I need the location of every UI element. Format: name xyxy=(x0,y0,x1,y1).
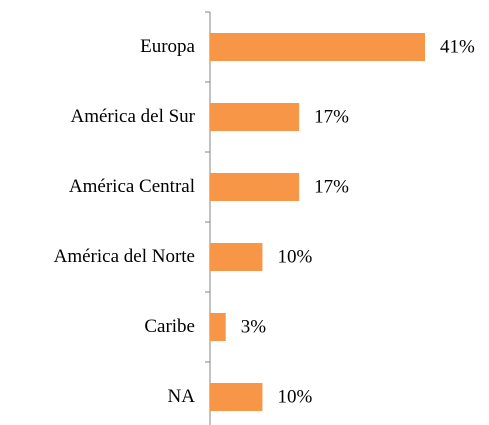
bar xyxy=(210,243,263,271)
bar xyxy=(210,173,300,201)
data-label: 17% xyxy=(314,176,349,197)
data-label: 10% xyxy=(277,246,312,267)
category-label: América Central xyxy=(68,176,195,197)
data-label: 3% xyxy=(241,316,266,337)
category-label: América del Norte xyxy=(53,246,195,267)
category-label: América del Sur xyxy=(70,106,195,127)
category-label: Europa xyxy=(140,36,195,57)
bar xyxy=(210,383,263,411)
category-label: Caribe xyxy=(144,316,195,337)
bar xyxy=(210,103,300,131)
data-label: 41% xyxy=(440,36,475,57)
bar xyxy=(210,313,226,341)
category-label: NA xyxy=(167,386,195,407)
data-label: 17% xyxy=(314,106,349,127)
data-label: 10% xyxy=(277,386,312,407)
bar xyxy=(210,33,425,61)
